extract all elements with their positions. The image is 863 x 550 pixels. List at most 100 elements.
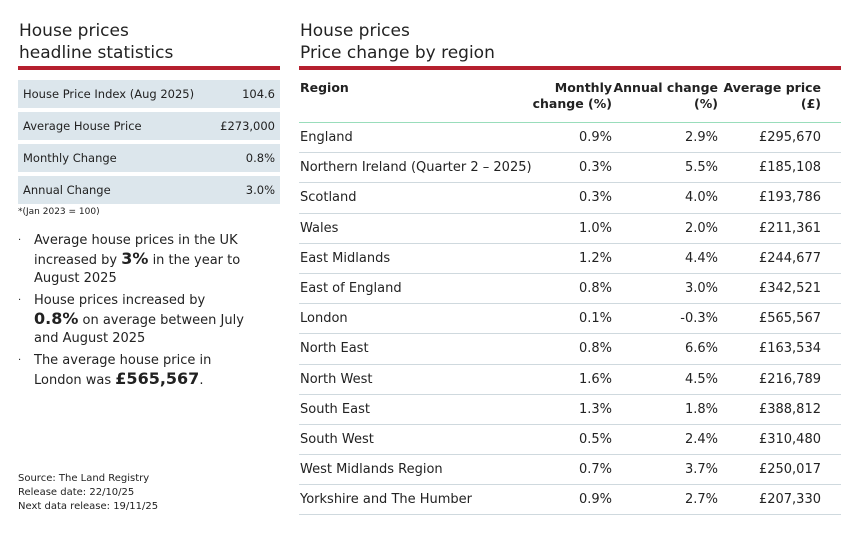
header-cell: Monthly change (%): [532, 78, 612, 123]
title-line: House prices: [300, 21, 410, 41]
cell: 1.8%: [612, 394, 718, 425]
divider: [299, 66, 841, 70]
table-row: North West 1.6% 4.5% £216,789: [299, 364, 841, 395]
stat-value: 104.6: [242, 87, 275, 101]
left-title: House prices headline statistics: [19, 20, 173, 64]
stat-row: Annual Change 3.0%: [18, 176, 280, 204]
table-row: Northern Ireland (Quarter 2 – 2025) 0.3% 5…: [299, 152, 841, 184]
header-row: Region Monthly change (%) Annual change (%…: [299, 78, 841, 123]
cell: £193,786: [718, 182, 841, 214]
source-line: Next data release: 19/11/25: [18, 501, 159, 512]
source-line: Release date: 22/10/25: [18, 487, 135, 498]
cell: 6.6%: [612, 333, 718, 365]
table-row: South West 0.5% 2.4% £310,480: [299, 424, 841, 456]
stat-row: House Price Index (Aug 2025) 104.6: [18, 80, 280, 108]
cell: Northern Ireland (Quarter 2 – 2025): [299, 152, 532, 184]
cell: 2.4%: [612, 424, 718, 456]
stat-label: Average House Price: [23, 119, 142, 133]
cell: £211,361: [718, 213, 841, 244]
cell: £216,789: [718, 364, 841, 395]
title-line: headline statistics: [19, 43, 174, 63]
cell: 0.7%: [532, 454, 612, 486]
bullet-text: Average house prices in the UK increased…: [34, 232, 249, 288]
highlight: 0.8%: [34, 309, 79, 328]
bullet-list: · Average house prices in the UK increase…: [18, 232, 258, 394]
right-title: House prices Price change by region: [300, 20, 495, 64]
cell: 4.4%: [612, 243, 718, 274]
footnote: *(Jan 2023 = 100): [18, 207, 100, 217]
table-row: South East 1.3% 1.8% £388,812: [299, 394, 841, 425]
cell: 1.2%: [532, 243, 612, 274]
cell: South East: [299, 394, 532, 425]
title-line: House prices: [19, 21, 129, 41]
text: The average house price in London was: [34, 353, 212, 388]
cell: England: [299, 122, 532, 154]
table-row: Wales 1.0% 2.0% £211,361: [299, 213, 841, 244]
cell: 2.0%: [612, 213, 718, 244]
bullet-text: House prices increased by 0.8% on averag…: [34, 292, 249, 348]
cell: £295,670: [718, 122, 841, 154]
table-row: North East 0.8% 6.6% £163,534: [299, 333, 841, 365]
region-table: Region Monthly change (%) Annual change (%…: [299, 78, 841, 516]
cell: 2.7%: [612, 484, 718, 516]
stat-label: Annual Change: [23, 183, 111, 197]
cell: 1.3%: [532, 394, 612, 425]
bullet: · The average house price in London was £…: [18, 352, 258, 390]
bullet-dot: ·: [18, 355, 22, 366]
cell: 1.0%: [532, 213, 612, 244]
cell: 0.9%: [532, 484, 612, 516]
cell: 4.0%: [612, 182, 718, 214]
stat-row: Average House Price £273,000: [18, 112, 280, 140]
cell: £250,017: [718, 454, 841, 486]
cell: 0.1%: [532, 303, 612, 335]
header-cell: Average price (£): [718, 78, 841, 123]
table-row: Yorkshire and The Humber 0.9% 2.7% £207,330: [299, 484, 841, 516]
cell: 2.9%: [612, 122, 718, 154]
cell: -0.3%: [612, 303, 718, 335]
stats-table: House Price Index (Aug 2025) 104.6 Average…: [18, 80, 280, 208]
text: Average house prices in the UK increased…: [34, 233, 238, 268]
stat-label: Monthly Change: [23, 151, 117, 165]
cell: £342,521: [718, 273, 841, 305]
cell: 0.5%: [532, 424, 612, 456]
bullet: · House prices increased by 0.8% on avera…: [18, 292, 258, 348]
stat-label: House Price Index (Aug 2025): [23, 87, 195, 101]
cell: 0.9%: [532, 122, 612, 154]
text: in the year to August 2025: [34, 253, 241, 286]
source-line: Source: The Land Registry: [18, 473, 150, 484]
bullet-dot: ·: [18, 235, 22, 246]
cell: 5.5%: [612, 152, 718, 184]
cell: East Midlands: [299, 243, 532, 274]
cell: West Midlands Region: [299, 454, 532, 486]
stat-value: £273,000: [220, 119, 275, 133]
cell: £185,108: [718, 152, 841, 184]
bullet: · Average house prices in the UK increase…: [18, 232, 258, 288]
text: House prices increased by: [34, 293, 206, 308]
stat-value: 0.8%: [245, 151, 275, 165]
bullet-dot: ·: [18, 295, 22, 306]
divider: [18, 66, 280, 70]
title-line: Price change by region: [300, 43, 495, 63]
cell: 3.7%: [612, 454, 718, 486]
table-row: West Midlands Region 0.7% 3.7% £250,017: [299, 454, 841, 486]
cell: 1.6%: [532, 364, 612, 395]
stat-row: Monthly Change 0.8%: [18, 144, 280, 172]
cell: £244,677: [718, 243, 841, 274]
cell: 0.3%: [532, 152, 612, 184]
cell: 0.8%: [532, 273, 612, 305]
table-row: England 0.9% 2.9% £295,670: [299, 122, 841, 154]
cell: £565,567: [718, 303, 841, 335]
cell: £388,812: [718, 394, 841, 425]
cell: Wales: [299, 213, 532, 244]
cell: London: [299, 303, 532, 335]
text: on average between July and August 2025: [34, 313, 244, 346]
cell: 3.0%: [612, 273, 718, 305]
cell: £163,534: [718, 333, 841, 365]
header-cell: Region: [299, 78, 532, 123]
stat-value: 3.0%: [245, 183, 275, 197]
cell: South West: [299, 424, 532, 456]
table-row: East of England 0.8% 3.0% £342,521: [299, 273, 841, 305]
cell: Scotland: [299, 182, 532, 214]
cell: North East: [299, 333, 532, 365]
